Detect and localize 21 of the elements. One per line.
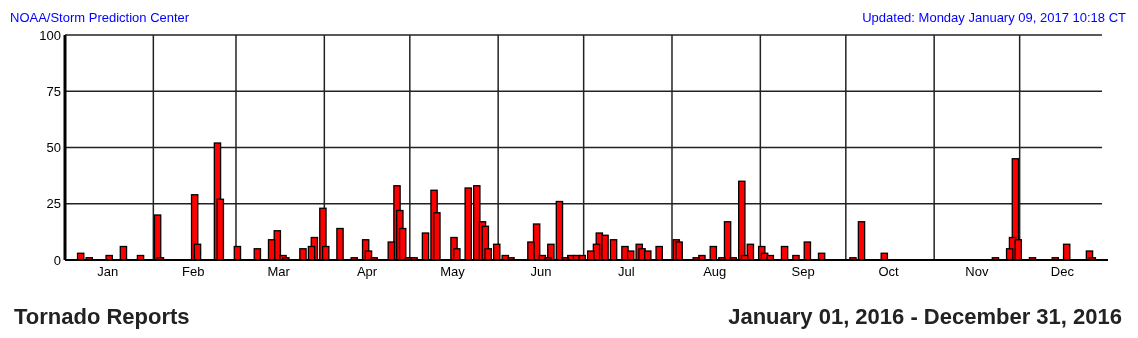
x-tick-label: Oct bbox=[878, 264, 900, 279]
y-tick-label: 25 bbox=[46, 196, 61, 212]
y-tick-label: 100 bbox=[39, 27, 61, 43]
x-tick-label: Feb bbox=[182, 264, 205, 279]
y-tick-label: 0 bbox=[53, 252, 61, 268]
x-tick-label: May bbox=[440, 264, 466, 279]
x-tick-label: Apr bbox=[356, 264, 378, 279]
text: Tornado Reports bbox=[14, 304, 190, 329]
y-tick-label: 50 bbox=[46, 140, 61, 156]
text: January 01, 2016 - December 31, 2016 bbox=[728, 304, 1122, 329]
x-tick-label: Dec bbox=[1050, 264, 1075, 279]
text: NOAA/Storm Prediction Center bbox=[10, 10, 190, 25]
x-tick-label: Jul bbox=[618, 264, 635, 279]
text: Updated: Monday January 09, 2017 10:18 CT bbox=[862, 10, 1127, 25]
x-tick-label: Sep bbox=[791, 264, 815, 279]
x-tick-label: Jan bbox=[97, 264, 119, 279]
x-tick-label: Nov bbox=[965, 264, 989, 279]
x-tick-label: Mar bbox=[267, 264, 291, 279]
x-tick-label: Aug bbox=[703, 264, 727, 279]
y-tick-label: 75 bbox=[46, 83, 61, 99]
x-tick-label: Jun bbox=[530, 264, 552, 279]
